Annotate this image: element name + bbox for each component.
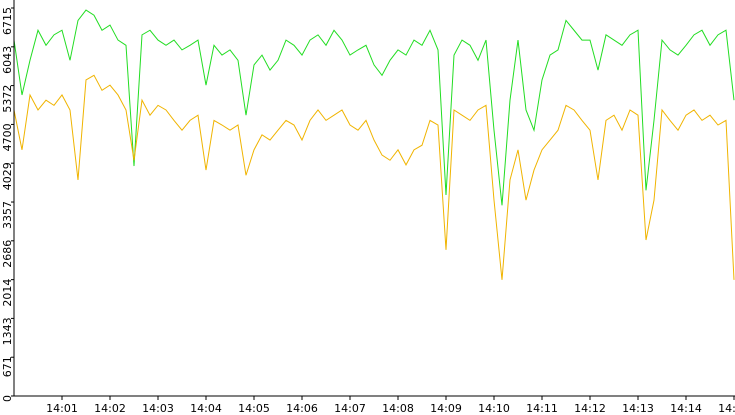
x-tick-label: 14:06 [286,402,318,415]
y-tick-label: 671 [1,356,14,377]
y-tick-label: 6715 [1,7,14,35]
y-tick-label: 0 [1,395,14,402]
x-tick-label: 14:07 [334,402,366,415]
y-tick-label: 2014 [1,279,14,307]
x-tick-label: 14:01 [46,402,78,415]
x-tick-label: 14:04 [190,402,222,415]
y-tick-label: 3357 [1,201,14,229]
x-tick-label: 14:02 [94,402,126,415]
x-tick-label: 14:14 [670,402,702,415]
x-tick-label: 14:08 [382,402,414,415]
x-tick-label: 14:10 [478,402,510,415]
y-tick-label: 2686 [1,240,14,268]
x-tick-label: 14:05 [238,402,270,415]
x-tick-label: 14:12 [574,402,606,415]
y-tick-label: 6043 [1,46,14,74]
data-line [13,74,735,280]
data-line [13,9,735,206]
y-tick-label: 4700 [1,123,14,151]
x-tick-label: 14:13 [622,402,654,415]
x-tick-label: 14:11 [526,402,558,415]
x-tick-label: 14:15 [718,402,735,415]
y-tick-label: 1343 [1,317,14,345]
x-tick-label: 14:03 [142,402,174,415]
y-tick-label: 5372 [1,85,14,113]
y-tick-label: 4029 [1,162,14,190]
x-tick-label: 14:09 [430,402,462,415]
